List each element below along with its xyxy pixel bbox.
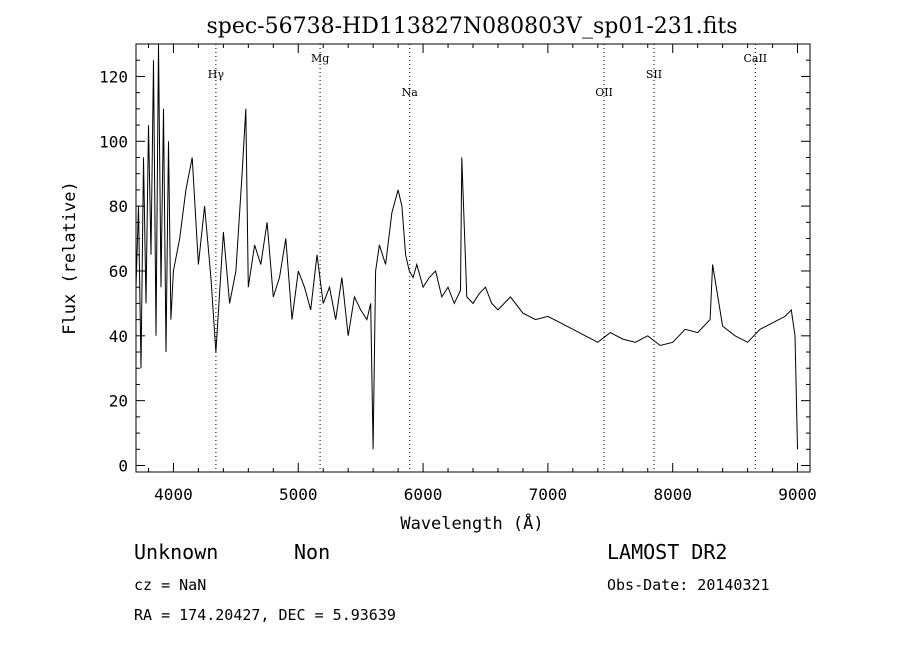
line-marker-label: Hγ [208,68,225,81]
y-tick-label: 80 [109,197,128,216]
y-tick-label: 40 [109,327,128,346]
spectrum-series [135,43,798,450]
y-tick-label: 20 [109,392,128,411]
x-tick-label: 9000 [778,485,817,504]
line-marker-label: OII [595,86,613,99]
spectrum-line [135,43,798,450]
x-tick-label: 7000 [529,485,568,504]
survey-label: LAMOST DR2 [607,540,727,564]
y-tick-label: 120 [99,67,128,86]
subclass-label: Non [294,540,330,564]
obs-date-label: Obs-Date: 20140321 [607,576,770,594]
spectral-line-markers: Hγ Mg Na OII SII CaII [208,44,767,472]
x-tick-label: 8000 [653,485,692,504]
line-marker-label: Na [402,86,419,99]
coords-label: RA = 174.20427, DEC = 5.93639 [134,606,396,624]
axis-ticks: 4000 5000 6000 7000 8000 9000 0 20 40 60 80 100 120 [99,44,817,504]
x-tick-label: 4000 [154,485,193,504]
chart-title: spec-56738-HD113827N080803V_sp01-231.fit… [206,14,737,39]
x-tick-label: 6000 [404,485,443,504]
cz-label: cz = NaN [134,576,206,594]
line-marker-label: SII [646,68,662,81]
y-axis-label: Flux (relative) [60,181,80,335]
x-tick-label: 5000 [279,485,318,504]
y-tick-label: 60 [109,262,128,281]
y-tick-label: 0 [118,457,128,476]
y-tick-label: 100 [99,132,128,151]
class-label: Unknown [134,540,218,564]
x-axis-label: Wavelength (Å) [400,512,543,534]
line-marker-label: Mg [311,52,329,65]
line-marker-label: CaII [743,52,767,65]
